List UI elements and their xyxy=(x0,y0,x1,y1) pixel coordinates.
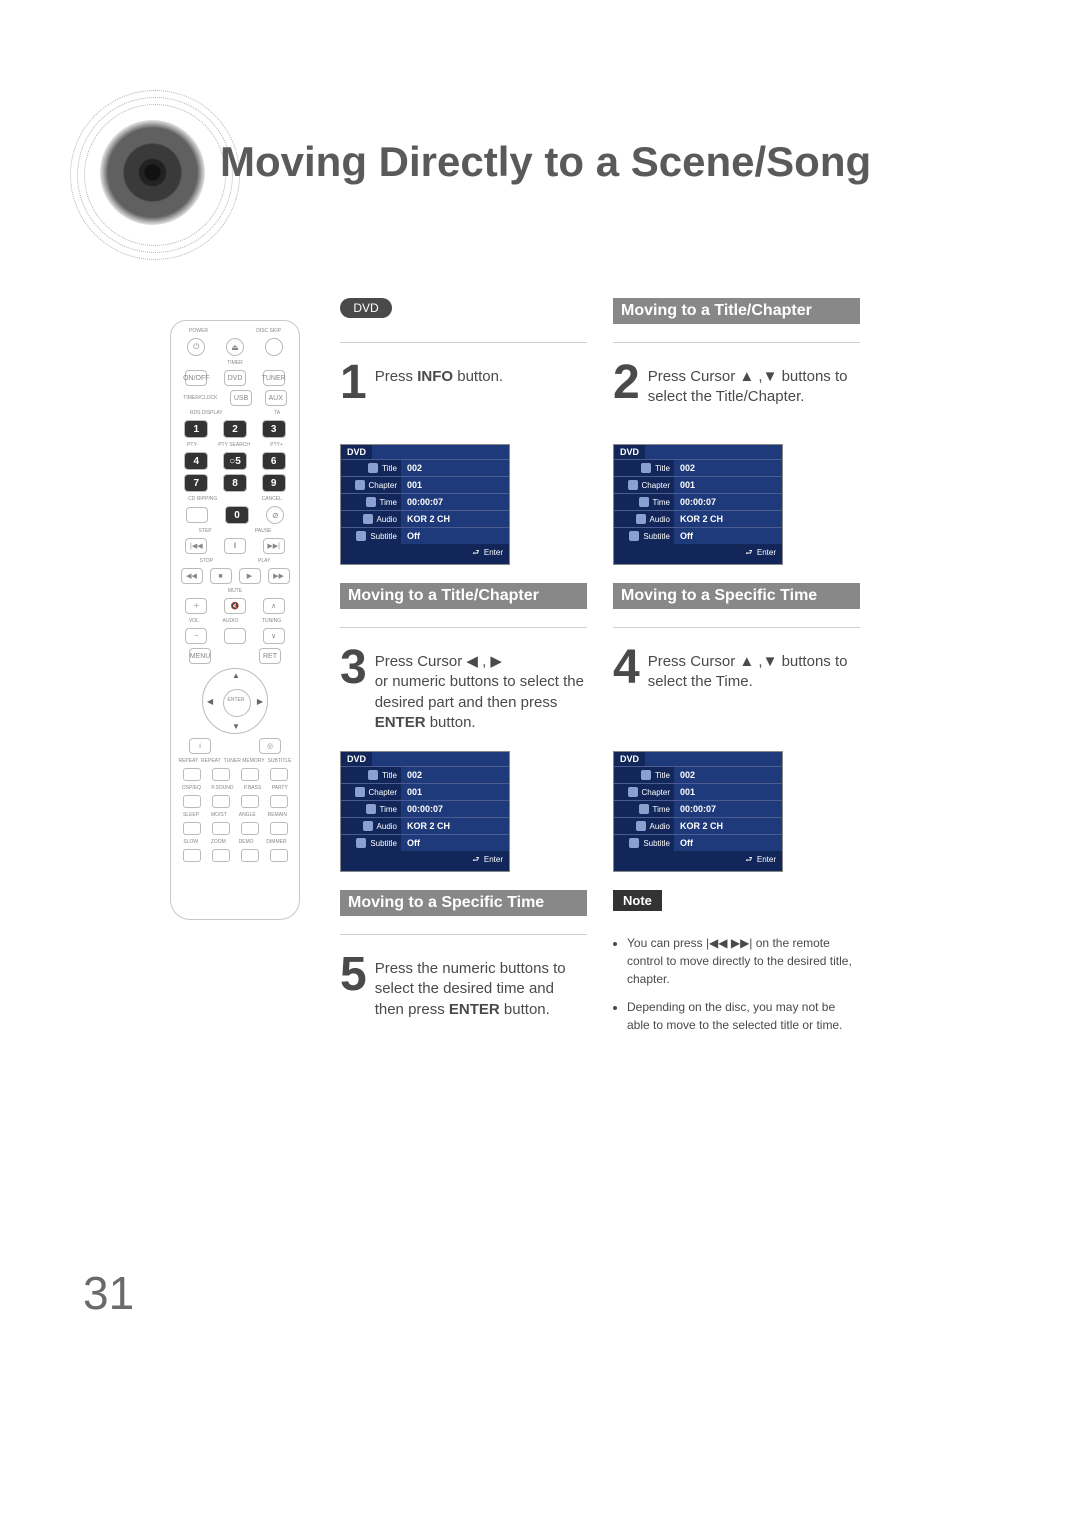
page-title: Moving Directly to a Scene/Song xyxy=(220,138,871,186)
step-text-5: Press the numeric buttons to select the … xyxy=(375,953,587,1020)
step-1: 1 Press INFO button. xyxy=(340,342,587,426)
step-num-5: 5 xyxy=(340,953,367,996)
header-step5: Moving to a Specific Time xyxy=(340,890,587,916)
osd-step2: DVDTitle002Chapter001Time00:00:07AudioKO… xyxy=(613,444,860,565)
step-3: 3 Press Cursor ◀ , ▶ or numeric buttons … xyxy=(340,627,587,733)
step-text-4: Press Cursor ▲ ,▼ buttons to select the … xyxy=(648,646,860,693)
step-4: 4 Press Cursor ▲ ,▼ buttons to select th… xyxy=(613,627,860,733)
note-text: You can press |◀◀ ▶▶| on the remote cont… xyxy=(613,934,860,1044)
note-label: Note xyxy=(613,890,662,911)
dvd-badge: DVD xyxy=(340,298,392,318)
step-2: 2 Press Cursor ▲ ,▼ buttons to select th… xyxy=(613,342,860,426)
remote-illustration: POWERDISC SKIP ⏻⏏ TIMER ON/OFFDVDTUNER T… xyxy=(170,320,300,920)
osd-step4: DVDTitle002Chapter001Time00:00:07AudioKO… xyxy=(613,751,860,872)
osd-step1: DVDTitle002Chapter001Time00:00:07AudioKO… xyxy=(340,444,587,565)
step-num-3: 3 xyxy=(340,646,367,689)
step-num-1: 1 xyxy=(340,361,367,404)
step-text-2: Press Cursor ▲ ,▼ buttons to select the … xyxy=(648,361,860,408)
header-step2: Moving to a Title/Chapter xyxy=(613,298,860,324)
header-step3: Moving to a Title/Chapter xyxy=(340,583,587,609)
step-5: 5 Press the numeric buttons to select th… xyxy=(340,934,587,1044)
note-bullet-1: You can press |◀◀ ▶▶| on the remote cont… xyxy=(627,934,860,988)
step-num-2: 2 xyxy=(613,361,640,404)
speaker-logo xyxy=(80,100,260,280)
step-text-3: Press Cursor ◀ , ▶ or numeric buttons to… xyxy=(375,646,587,733)
page-number: 31 xyxy=(83,1266,134,1320)
osd-step3: DVDTitle002Chapter001Time00:00:07AudioKO… xyxy=(340,751,587,872)
note-bullet-2: Depending on the disc, you may not be ab… xyxy=(627,998,860,1034)
header-step4: Moving to a Specific Time xyxy=(613,583,860,609)
step-text-1: Press INFO button. xyxy=(375,361,503,387)
step-num-4: 4 xyxy=(613,646,640,689)
